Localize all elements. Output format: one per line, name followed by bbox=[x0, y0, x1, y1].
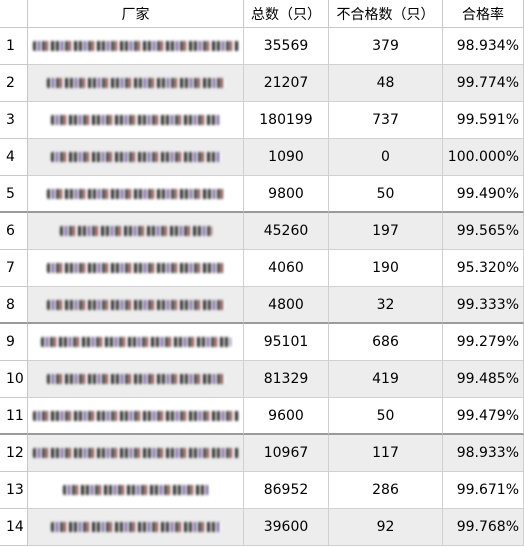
vendor-cell-redacted[interactable] bbox=[28, 102, 244, 139]
vendor-cell-redacted[interactable] bbox=[28, 139, 244, 176]
failed-count-cell[interactable]: 50 bbox=[329, 176, 443, 213]
redacted-vendor-name bbox=[46, 78, 225, 88]
redacted-vendor-name bbox=[32, 448, 239, 458]
column-header-failed[interactable]: 不合格数（只） bbox=[329, 0, 443, 28]
row-number[interactable]: 13 bbox=[0, 472, 28, 509]
row-number[interactable]: 5 bbox=[0, 176, 28, 213]
failed-count-cell[interactable]: 419 bbox=[329, 361, 443, 398]
total-count-cell[interactable]: 39600 bbox=[244, 509, 329, 546]
row-number[interactable]: 2 bbox=[0, 65, 28, 102]
total-count-cell[interactable]: 4060 bbox=[244, 250, 329, 287]
total-count-cell[interactable]: 1090 bbox=[244, 139, 329, 176]
failed-count-cell[interactable]: 379 bbox=[329, 28, 443, 65]
total-count-cell[interactable]: 35569 bbox=[244, 28, 329, 65]
redacted-vendor-name bbox=[59, 226, 212, 236]
pass-rate-cell[interactable]: 98.934% bbox=[443, 28, 524, 65]
redacted-vendor-name bbox=[50, 522, 221, 532]
failed-count-cell[interactable]: 92 bbox=[329, 509, 443, 546]
redacted-vendor-name bbox=[50, 115, 221, 125]
vendor-cell-redacted[interactable] bbox=[28, 398, 244, 435]
corner-cell[interactable] bbox=[0, 0, 28, 28]
failed-count-cell[interactable]: 286 bbox=[329, 472, 443, 509]
vendor-cell-redacted[interactable] bbox=[28, 435, 244, 472]
row-number[interactable]: 4 bbox=[0, 139, 28, 176]
pass-rate-cell[interactable]: 100.000% bbox=[443, 139, 524, 176]
failed-count-cell[interactable]: 190 bbox=[329, 250, 443, 287]
vendor-cell-redacted[interactable] bbox=[28, 250, 244, 287]
vendor-cell-redacted[interactable] bbox=[28, 324, 244, 361]
failed-count-cell[interactable]: 0 bbox=[329, 139, 443, 176]
pass-rate-cell[interactable]: 99.774% bbox=[443, 65, 524, 102]
row-number[interactable]: 10 bbox=[0, 361, 28, 398]
pass-rate-cell[interactable]: 95.320% bbox=[443, 250, 524, 287]
total-count-cell[interactable]: 9800 bbox=[244, 176, 329, 213]
pass-rate-cell[interactable]: 99.490% bbox=[443, 176, 524, 213]
redacted-vendor-name bbox=[32, 41, 239, 51]
vendor-cell-redacted[interactable] bbox=[28, 361, 244, 398]
redacted-vendor-name bbox=[40, 337, 231, 347]
row-number[interactable]: 3 bbox=[0, 102, 28, 139]
column-header-total[interactable]: 总数（只） bbox=[244, 0, 329, 28]
failed-count-cell[interactable]: 48 bbox=[329, 65, 443, 102]
redacted-vendor-name bbox=[50, 152, 221, 162]
row-number[interactable]: 14 bbox=[0, 509, 28, 546]
pass-rate-cell[interactable]: 98.933% bbox=[443, 435, 524, 472]
redacted-vendor-name bbox=[46, 188, 225, 199]
redacted-vendor-name bbox=[32, 410, 239, 421]
pass-rate-cell[interactable]: 99.279% bbox=[443, 324, 524, 361]
row-number[interactable]: 11 bbox=[0, 398, 28, 435]
total-count-cell[interactable]: 10967 bbox=[244, 435, 329, 472]
total-count-cell[interactable]: 4800 bbox=[244, 287, 329, 324]
total-count-cell[interactable]: 95101 bbox=[244, 324, 329, 361]
redacted-vendor-name bbox=[46, 263, 225, 273]
redacted-vendor-name bbox=[46, 299, 225, 310]
failed-count-cell[interactable]: 117 bbox=[329, 435, 443, 472]
pass-rate-cell[interactable]: 99.768% bbox=[443, 509, 524, 546]
vendor-cell-redacted[interactable] bbox=[28, 472, 244, 509]
row-number[interactable]: 6 bbox=[0, 213, 28, 250]
total-count-cell[interactable]: 81329 bbox=[244, 361, 329, 398]
pass-rate-cell[interactable]: 99.565% bbox=[443, 213, 524, 250]
row-number[interactable]: 7 bbox=[0, 250, 28, 287]
failed-count-cell[interactable]: 197 bbox=[329, 213, 443, 250]
vendor-cell-redacted[interactable] bbox=[28, 176, 244, 213]
vendor-cell-redacted[interactable] bbox=[28, 65, 244, 102]
vendor-cell-redacted[interactable] bbox=[28, 28, 244, 65]
failed-count-cell[interactable]: 686 bbox=[329, 324, 443, 361]
pass-rate-cell[interactable]: 99.591% bbox=[443, 102, 524, 139]
row-number[interactable]: 8 bbox=[0, 287, 28, 324]
total-count-cell[interactable]: 9600 bbox=[244, 398, 329, 435]
total-count-cell[interactable]: 86952 bbox=[244, 472, 329, 509]
total-count-cell[interactable]: 45260 bbox=[244, 213, 329, 250]
column-header-rate[interactable]: 合格率 bbox=[443, 0, 524, 28]
row-number[interactable]: 12 bbox=[0, 435, 28, 472]
redacted-vendor-name bbox=[46, 374, 225, 384]
pass-rate-cell[interactable]: 99.485% bbox=[443, 361, 524, 398]
row-number[interactable]: 1 bbox=[0, 28, 28, 65]
failed-count-cell[interactable]: 737 bbox=[329, 102, 443, 139]
failed-count-cell[interactable]: 32 bbox=[329, 287, 443, 324]
failed-count-cell[interactable]: 50 bbox=[329, 398, 443, 435]
vendor-cell-redacted[interactable] bbox=[28, 213, 244, 250]
total-count-cell[interactable]: 180199 bbox=[244, 102, 329, 139]
pass-rate-cell[interactable]: 99.479% bbox=[443, 398, 524, 435]
row-number[interactable]: 9 bbox=[0, 324, 28, 361]
vendor-cell-redacted[interactable] bbox=[28, 287, 244, 324]
redacted-vendor-name bbox=[62, 485, 209, 495]
column-header-vendor[interactable]: 厂家 bbox=[28, 0, 244, 28]
pass-rate-cell[interactable]: 99.333% bbox=[443, 287, 524, 324]
vendor-cell-redacted[interactable] bbox=[28, 509, 244, 546]
total-count-cell[interactable]: 21207 bbox=[244, 65, 329, 102]
pass-rate-cell[interactable]: 99.671% bbox=[443, 472, 524, 509]
